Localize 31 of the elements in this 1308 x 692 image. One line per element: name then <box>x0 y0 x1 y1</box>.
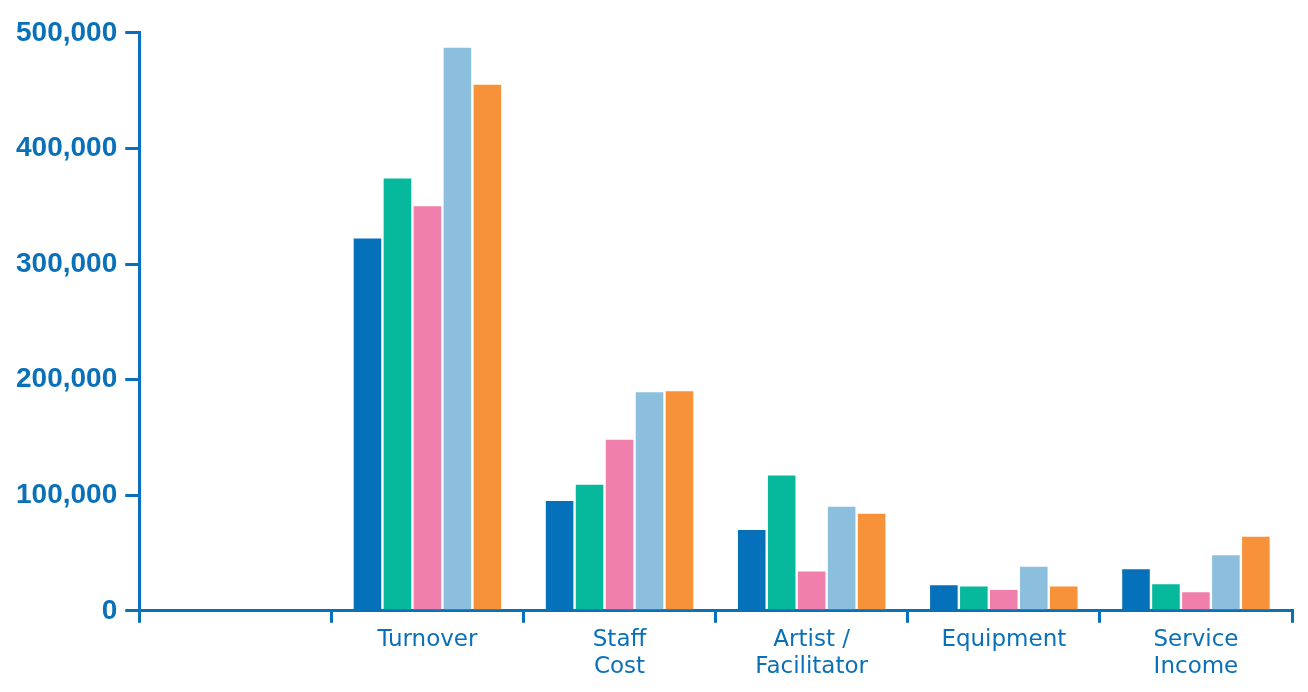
bar <box>383 178 412 610</box>
x-tick-label: Equipment <box>941 624 1067 651</box>
y-tick-label: 400,000 <box>15 131 118 163</box>
bar <box>665 391 694 610</box>
bar <box>797 571 826 610</box>
bar <box>473 84 502 610</box>
x-tick-label: Staff Cost <box>592 624 648 679</box>
x-tick-label: Service Income <box>1153 624 1239 679</box>
bar <box>1152 584 1180 610</box>
y-tick-label: 0 <box>101 593 118 625</box>
y-tick-label: 300,000 <box>15 246 118 278</box>
bar <box>857 513 886 610</box>
bar <box>990 589 1018 610</box>
bar <box>1049 586 1078 610</box>
bar <box>1242 536 1270 610</box>
y-tick-label: 100,000 <box>15 477 118 509</box>
y-tick-label: 500,000 <box>15 15 118 47</box>
bar <box>960 586 988 610</box>
bar <box>413 206 442 610</box>
bar <box>605 439 634 610</box>
bar <box>575 484 604 610</box>
bar <box>1019 566 1048 610</box>
bar <box>443 47 472 610</box>
bar <box>1212 555 1240 610</box>
x-tick-label: Turnover <box>376 624 478 651</box>
bar <box>1182 592 1210 610</box>
bar <box>635 392 664 610</box>
bar <box>767 475 796 610</box>
bar <box>827 506 856 610</box>
x-tick-label: Artist / Facilitator <box>755 624 869 679</box>
y-tick-label: 200,000 <box>15 362 118 394</box>
